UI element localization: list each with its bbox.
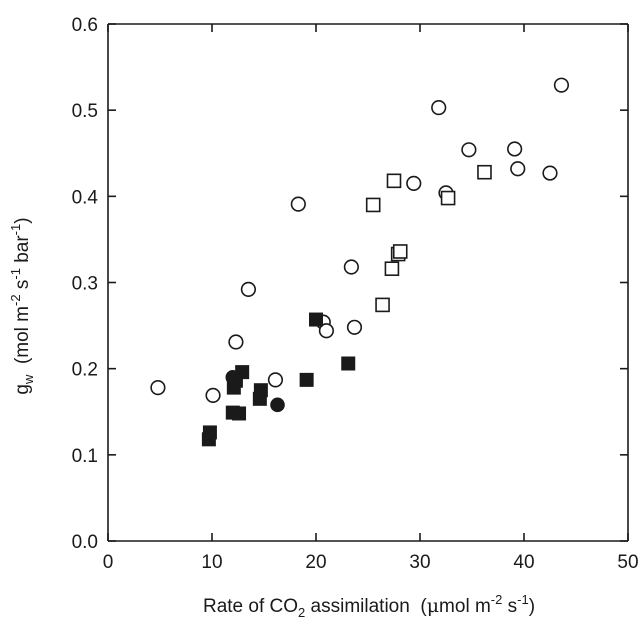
data-point-filled-square bbox=[309, 312, 323, 327]
data-point-filled-circle bbox=[270, 397, 285, 413]
data-point-open-circle bbox=[318, 323, 335, 339]
y-tick-label: 0.5 bbox=[72, 101, 98, 122]
y-tick-label: 0.2 bbox=[72, 360, 98, 381]
x-title-unit-s: s bbox=[502, 596, 517, 617]
series-filled-circle bbox=[225, 369, 285, 413]
series-open-circle bbox=[150, 77, 570, 403]
y-tick-label: 0.4 bbox=[72, 187, 99, 208]
data-points bbox=[150, 77, 570, 447]
y-title-open: (mol m bbox=[12, 306, 33, 375]
x-title-subscript: 2 bbox=[298, 605, 305, 620]
data-point-open-circle bbox=[553, 77, 570, 93]
data-point-filled-square bbox=[341, 356, 356, 371]
x-title-exponent-1: -2 bbox=[491, 592, 503, 607]
data-point-open-circle bbox=[290, 196, 306, 212]
y-title-g: g bbox=[12, 384, 33, 395]
y-tick-label: 0.0 bbox=[72, 532, 98, 553]
data-point-filled-square bbox=[299, 372, 314, 387]
data-point-open-circle bbox=[228, 334, 244, 350]
data-point-open-circle bbox=[205, 387, 221, 403]
y-title-exponent-2: -1 bbox=[8, 268, 23, 280]
x-tick-label: 40 bbox=[513, 552, 534, 573]
data-point-open-circle bbox=[150, 380, 166, 396]
data-point-open-square bbox=[477, 164, 492, 180]
y-title-unit-bar: bar bbox=[12, 235, 33, 268]
x-axis-ticks: 0 10 20 30 40 50 bbox=[103, 24, 639, 573]
data-point-open-circle bbox=[542, 165, 558, 181]
y-tick-label: 0.1 bbox=[72, 446, 98, 467]
y-title-unit-s: s bbox=[12, 280, 33, 295]
y-tick-label: 0.6 bbox=[72, 15, 98, 36]
x-tick-label: 20 bbox=[305, 552, 326, 573]
x-title-middle: assimilation ( bbox=[305, 596, 427, 617]
data-point-open-square bbox=[375, 297, 390, 313]
data-point-open-circle bbox=[267, 372, 284, 388]
data-point-filled-square bbox=[253, 383, 268, 398]
data-point-open-circle bbox=[431, 99, 447, 116]
data-point-open-circle bbox=[343, 259, 359, 275]
x-tick-label: 30 bbox=[409, 552, 430, 573]
data-point-open-circle bbox=[507, 141, 523, 157]
data-point-open-circle bbox=[510, 161, 526, 177]
x-tick-label: 0 bbox=[103, 552, 114, 573]
x-tick-label: 10 bbox=[201, 552, 222, 573]
x-title-close: ) bbox=[529, 596, 535, 617]
y-title-close: ) bbox=[12, 217, 33, 223]
data-point-open-square bbox=[440, 190, 456, 206]
x-tick-label: 50 bbox=[617, 552, 638, 573]
y-title-exponent-1: -2 bbox=[8, 294, 23, 306]
data-point-open-square bbox=[365, 197, 381, 213]
y-tick-label: 0.3 bbox=[72, 274, 98, 295]
y-axis-title: gw (mol m-2 s-1 bar-1) bbox=[8, 217, 36, 394]
data-point-open-circle bbox=[240, 281, 256, 297]
data-point-open-square bbox=[392, 244, 408, 259]
data-point-filled-square bbox=[202, 425, 217, 440]
x-axis-title: Rate of CO2 assimilation (μmol m-2 s-1) bbox=[203, 592, 535, 620]
y-title-exponent-3: -1 bbox=[8, 224, 23, 236]
plot-frame bbox=[107, 23, 629, 542]
x-title-unit-mol: mol m bbox=[439, 596, 491, 617]
x-title-prefix: Rate of CO bbox=[203, 596, 298, 617]
y-title-subscript: w bbox=[21, 374, 36, 385]
data-point-filled-circle bbox=[225, 369, 241, 385]
data-point-open-square bbox=[386, 173, 402, 189]
data-point-open-square bbox=[384, 261, 400, 277]
y-axis-ticks: 0.0 0.1 0.2 0.3 0.4 0.5 0.6 bbox=[72, 15, 628, 553]
data-point-open-circle bbox=[346, 319, 363, 335]
series-open-square bbox=[365, 164, 492, 313]
x-title-mu: μ bbox=[427, 595, 439, 617]
x-title-exponent-2: -1 bbox=[517, 592, 529, 607]
data-point-filled-square bbox=[232, 406, 247, 421]
data-point-open-circle bbox=[461, 142, 477, 158]
data-point-open-circle bbox=[406, 175, 422, 192]
